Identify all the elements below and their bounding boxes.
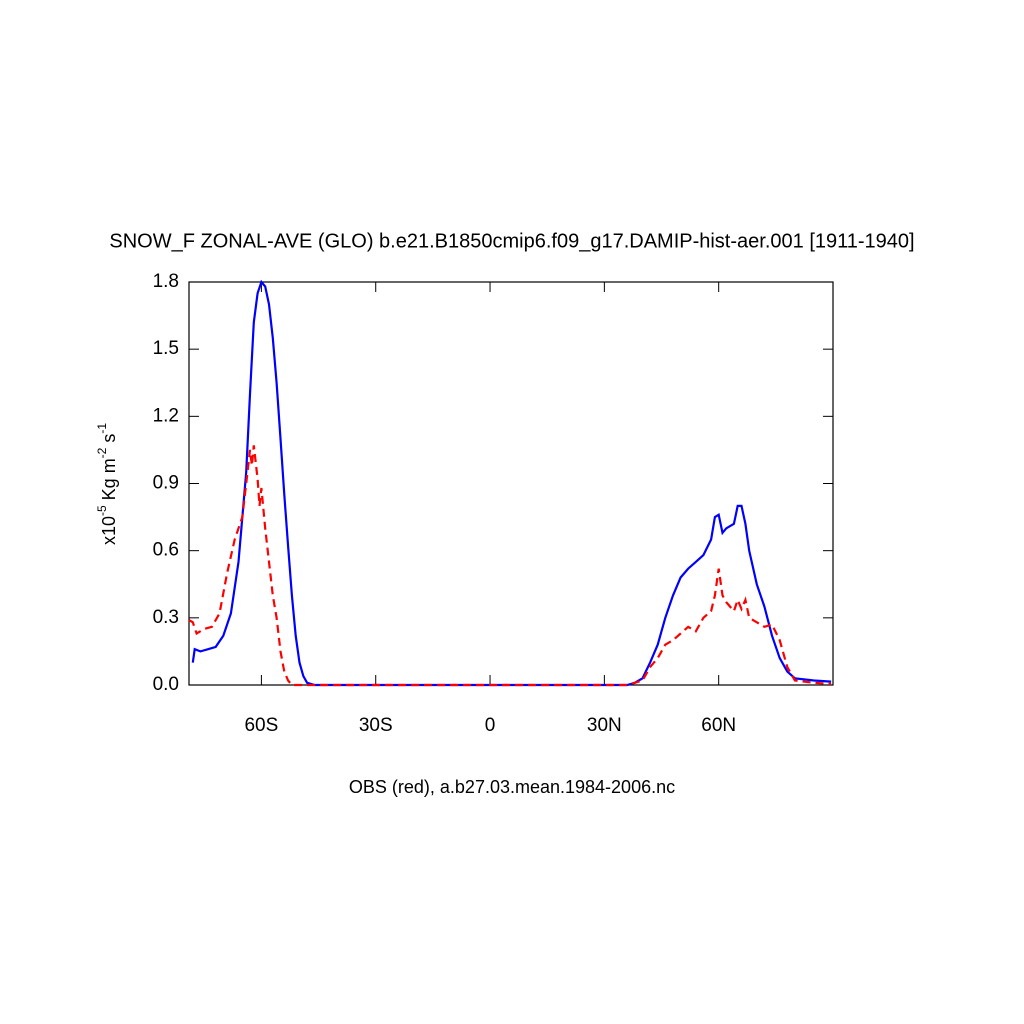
y-axis-label-sup: -1	[95, 423, 109, 434]
data-line	[188, 445, 832, 687]
y-tick-label: 1.8	[153, 271, 179, 292]
y-axis-label-sup: -2	[95, 447, 109, 458]
x-tick-label: 60S	[244, 715, 278, 736]
y-tick-label: 0.0	[153, 674, 179, 695]
x-tick-label: 60N	[701, 715, 736, 736]
data-line	[191, 279, 832, 687]
x-tick-label: 0	[485, 715, 496, 736]
x-tick-label: 30N	[587, 715, 622, 736]
y-axis-label-part: s	[99, 434, 119, 448]
y-axis-label-part: x10	[99, 516, 119, 545]
chart-title: SNOW_F ZONAL-AVE (GLO) b.e21.B1850cmip6.…	[109, 230, 914, 252]
y-axis-label-part: Kg m	[99, 458, 119, 505]
y-axis-label: x10-5 Kg m-2 s-1	[95, 423, 119, 545]
plot-frame	[188, 281, 834, 686]
y-tick-label: 0.3	[153, 607, 179, 628]
y-tick-label: 0.9	[153, 473, 179, 494]
y-tick-label: 1.5	[153, 338, 179, 359]
y-tick-label: 0.6	[153, 540, 179, 561]
y-tick-label: 1.2	[153, 405, 179, 426]
x-tick-label: 30S	[359, 715, 393, 736]
caption: OBS (red), a.b27.03.mean.1984-2006.nc	[349, 777, 675, 797]
y-axis-label-sup: -5	[95, 505, 109, 516]
